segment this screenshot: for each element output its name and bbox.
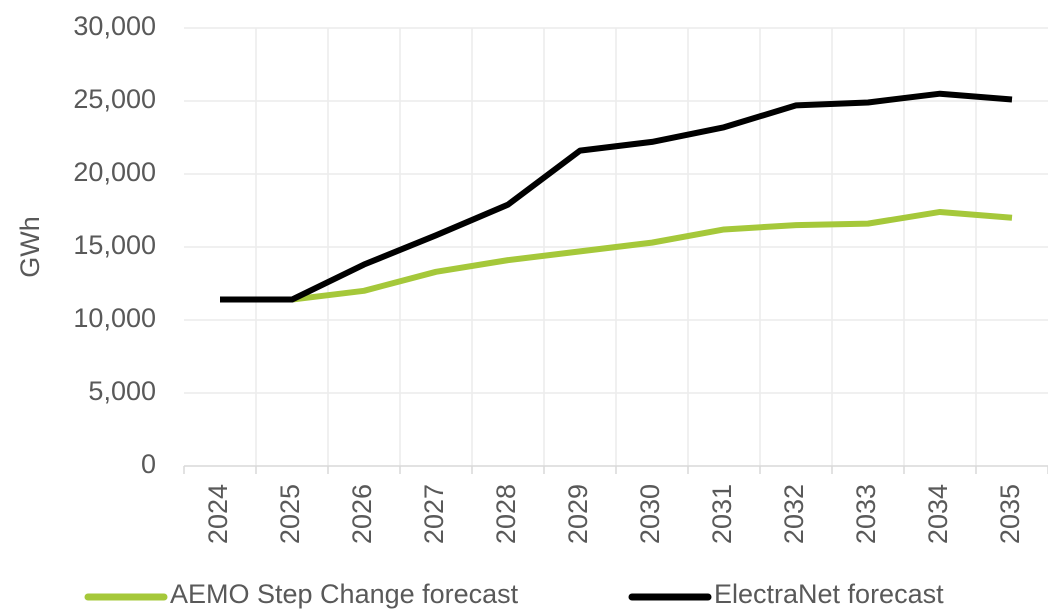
y-tick-label: 15,000 (73, 230, 156, 260)
x-tick-label: 2031 (707, 484, 737, 544)
y-tick-label: 0 (141, 449, 156, 479)
x-tick-label: 2034 (923, 484, 953, 544)
x-tick-label: 2028 (491, 484, 521, 544)
x-tick-label: 2026 (347, 484, 377, 544)
y-axis-label: GWh (15, 216, 45, 278)
y-tick-label: 20,000 (73, 157, 156, 187)
x-tick-label: 2027 (419, 484, 449, 544)
x-tick-label: 2024 (203, 484, 233, 544)
x-tick-label: 2025 (275, 484, 305, 544)
y-tick-label: 5,000 (88, 376, 156, 406)
legend-label: AEMO Step Change forecast (170, 579, 519, 609)
y-tick-label: 10,000 (73, 303, 156, 333)
series-line (220, 90, 1013, 303)
series-line (291, 208, 1013, 303)
x-tick-label: 2032 (779, 484, 809, 544)
x-tick-label: 2029 (563, 484, 593, 544)
x-tick-label: 2030 (635, 484, 665, 544)
y-tick-label: 25,000 (73, 84, 156, 114)
x-tick-label: 2035 (995, 484, 1025, 544)
x-tick-label: 2033 (851, 484, 881, 544)
y-tick-label: 30,000 (73, 11, 156, 41)
legend-label: ElectraNet forecast (714, 579, 944, 609)
